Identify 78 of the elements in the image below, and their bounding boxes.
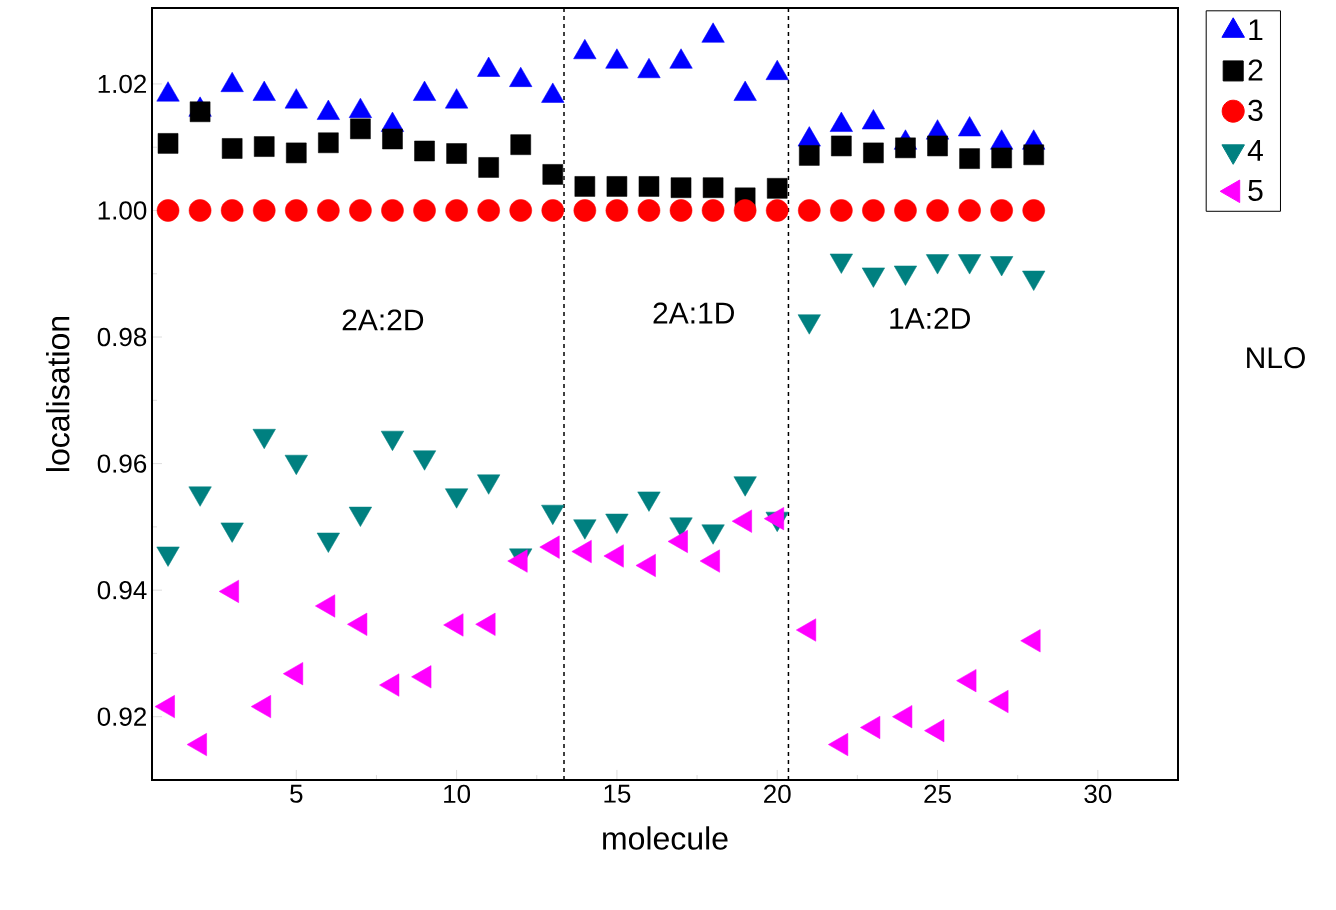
- point: [894, 199, 917, 222]
- point: [286, 142, 307, 164]
- point: [701, 199, 725, 222]
- x-tick-label: 15: [604, 784, 631, 803]
- point: [733, 199, 757, 222]
- point: [702, 177, 724, 198]
- point: [990, 199, 1013, 222]
- x-tick-label: 5: [290, 784, 303, 803]
- point: [1022, 199, 1045, 222]
- annotation: 2A:2D: [342, 309, 424, 331]
- point: [188, 199, 212, 222]
- point: [927, 135, 948, 157]
- point: [478, 157, 499, 178]
- legend-label: 5: [1248, 179, 1263, 201]
- point: [252, 199, 276, 222]
- annotation: 1A:2D: [890, 307, 970, 329]
- point: [574, 176, 596, 197]
- point: [637, 199, 661, 222]
- point: [446, 143, 467, 164]
- point: [317, 199, 340, 222]
- point: [638, 176, 660, 197]
- x-tick-label: 20: [764, 784, 791, 804]
- legend-label: 4: [1247, 140, 1263, 161]
- point: [157, 133, 179, 154]
- x-axis-title: molecule: [603, 826, 728, 850]
- point: [766, 178, 788, 199]
- point: [799, 145, 820, 166]
- point: [765, 199, 789, 222]
- legend-label: 1: [1249, 19, 1263, 41]
- point: [862, 199, 885, 222]
- point: [156, 199, 180, 222]
- point: [670, 177, 692, 198]
- point: [959, 148, 980, 169]
- x-tick-label: 10: [444, 784, 471, 804]
- y-axis-title: localisation: [46, 316, 70, 471]
- point: [605, 199, 629, 222]
- y-tick-label: 1.00: [98, 201, 147, 220]
- point: [831, 135, 852, 157]
- point: [349, 199, 372, 222]
- point: [509, 199, 532, 222]
- point: [991, 147, 1012, 169]
- point: [542, 164, 564, 185]
- x-tick-label: 30: [1084, 784, 1112, 804]
- point: [221, 138, 243, 159]
- y-tick-label: 0.98: [97, 327, 147, 347]
- point: [350, 118, 371, 140]
- point: [669, 199, 693, 222]
- point: [318, 132, 339, 154]
- point: [189, 101, 211, 123]
- y-tick-label: 0.92: [97, 707, 146, 726]
- annotation: 2A:1D: [653, 302, 734, 324]
- x-tick-label: 25: [924, 784, 951, 804]
- point: [414, 140, 435, 162]
- point: [895, 137, 916, 159]
- point: [510, 134, 531, 155]
- y-tick-label: 0.94: [97, 580, 147, 600]
- text: NLO: [1247, 347, 1305, 369]
- point: [477, 199, 500, 222]
- point: [606, 176, 628, 197]
- legend-label: 3: [1248, 99, 1263, 121]
- legend-label: 2: [1248, 59, 1263, 81]
- point: [253, 136, 275, 157]
- point: [798, 199, 821, 222]
- point: [830, 199, 853, 222]
- y-tick-label: 1.02: [98, 74, 146, 94]
- y-tick-label: 0.96: [97, 454, 147, 473]
- point: [541, 199, 565, 222]
- point: [381, 199, 404, 222]
- point: [926, 199, 949, 222]
- point: [413, 199, 436, 222]
- point: [958, 199, 981, 222]
- point: [863, 142, 884, 164]
- point: [220, 199, 244, 222]
- point: [382, 128, 403, 150]
- point: [285, 199, 308, 222]
- point: [573, 199, 597, 222]
- point: [445, 199, 468, 222]
- point: [1023, 144, 1044, 166]
